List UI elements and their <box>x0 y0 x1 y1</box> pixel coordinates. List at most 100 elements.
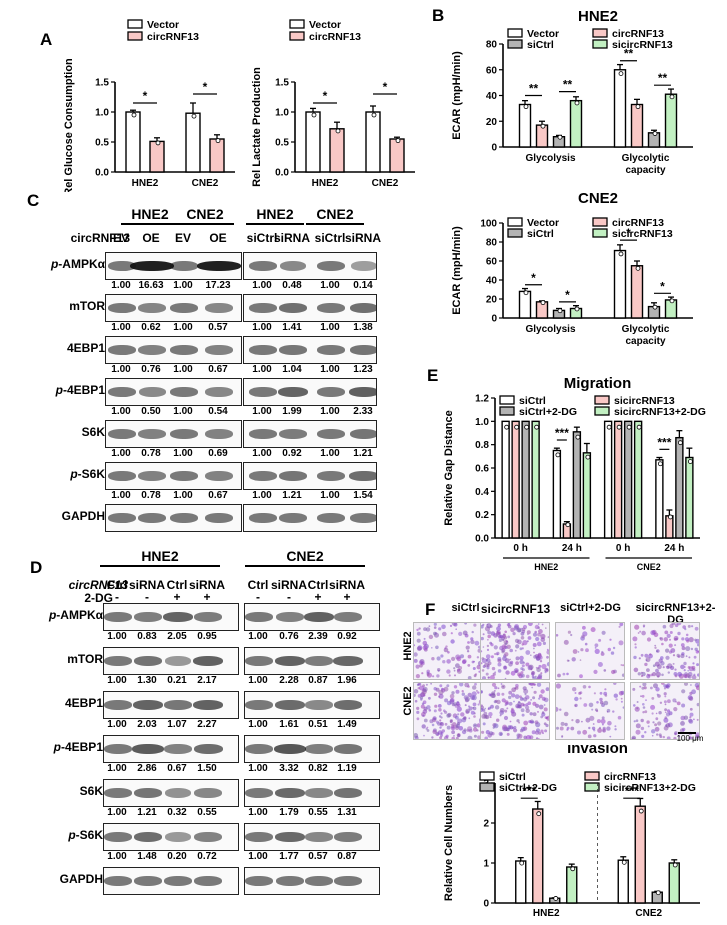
significance-marker: * <box>660 279 665 293</box>
quantification-value: 1.21 <box>137 807 157 818</box>
y-tick-label: 0 <box>483 899 489 910</box>
data-point <box>524 424 530 430</box>
legend-label: circRNF13 <box>612 28 664 40</box>
data-point <box>626 424 632 430</box>
data-point <box>131 112 137 118</box>
protein-band <box>205 345 233 355</box>
quantification-value: 1.00 <box>252 448 272 459</box>
quantification-value: 1.48 <box>137 851 157 862</box>
quantification-value: 2.27 <box>197 719 217 730</box>
legend-swatch <box>507 228 523 238</box>
legend-label: siCtrl <box>519 395 546 407</box>
lane-label: Ctrl <box>307 578 329 592</box>
lane-label: siCtrl <box>246 231 278 245</box>
protein-band <box>104 788 132 798</box>
y-tick-label: 40 <box>486 91 498 102</box>
legend-label: Vector <box>527 28 559 40</box>
y-tick-label: 20 <box>486 117 498 128</box>
lane-label: siRNA <box>188 578 225 592</box>
blot-image <box>243 336 377 364</box>
y-tick-label: 100 <box>480 219 497 230</box>
y-tick-label: 0.0 <box>275 168 289 179</box>
quantification-value: 1.00 <box>248 719 268 730</box>
data-point <box>395 138 401 144</box>
quantification-value: 1.00 <box>173 322 193 333</box>
scale-bar <box>678 732 696 734</box>
legend-swatch <box>584 782 600 792</box>
quantification-value: 2.03 <box>137 719 157 730</box>
protein-band <box>205 429 233 439</box>
protein-band <box>249 303 277 313</box>
quantification-value: 0.48 <box>282 280 302 291</box>
blot-image <box>243 294 377 322</box>
protein-band <box>334 612 362 622</box>
quantification-value: 16.63 <box>138 280 164 291</box>
bar <box>569 99 583 148</box>
protein-band <box>108 345 136 355</box>
micrograph-image <box>413 682 483 740</box>
data-point <box>191 113 197 119</box>
data-point <box>585 454 591 460</box>
quantification-value: 17.23 <box>205 280 231 291</box>
category-label: 0 h <box>513 543 527 554</box>
quantification-value: 1.00 <box>320 364 340 375</box>
treatment-label: 2-DG <box>84 591 113 605</box>
protein-band <box>170 345 198 355</box>
micrograph-texture <box>632 623 699 679</box>
protein-label: mTOR <box>69 299 105 313</box>
lane-label: siRNA <box>344 231 381 245</box>
protein-label: S6K <box>79 784 103 798</box>
protein-band <box>350 261 376 271</box>
data-point <box>155 140 161 146</box>
protein-band <box>194 788 222 798</box>
data-point <box>570 866 576 872</box>
protein-band <box>317 261 345 271</box>
quantification-value: 1.49 <box>337 719 357 730</box>
quantification-value: 1.00 <box>111 406 131 417</box>
category-label: 24 h <box>664 543 684 554</box>
bar <box>329 128 345 173</box>
quantification-value: 0.55 <box>197 807 217 818</box>
bar <box>630 103 644 148</box>
y-tick-label: 1.0 <box>95 108 109 119</box>
significance-marker: ** <box>658 71 668 85</box>
data-point <box>669 94 675 100</box>
legend-label: sicircRNF13+2-DG <box>614 406 706 418</box>
quantification-value: 1.38 <box>353 322 373 333</box>
y-tick-label: 1 <box>483 859 489 870</box>
group-underline <box>121 223 179 225</box>
protein-label: mTOR <box>67 652 103 666</box>
protein-band <box>305 788 333 798</box>
y-tick-label: 0 <box>491 314 497 325</box>
quantification-value: 3.32 <box>279 763 299 774</box>
bar <box>630 265 644 319</box>
y-tick-label: 1.2 <box>475 394 489 405</box>
group-header: CNE2 <box>286 548 324 564</box>
category-label-cont: capacity <box>625 165 665 176</box>
protein-band <box>249 261 277 271</box>
quantification-value: 2.17 <box>197 675 217 686</box>
protein-band <box>132 700 164 710</box>
y-tick-label: 20 <box>486 295 498 306</box>
protein-band <box>205 471 233 481</box>
quantification-value: 1.00 <box>320 406 340 417</box>
legend-swatch <box>592 28 608 38</box>
protein-band <box>303 612 335 622</box>
quantification-value: 0.67 <box>208 490 228 501</box>
quantification-value: 1.00 <box>111 364 131 375</box>
quantification-value: 1.00 <box>252 490 272 501</box>
category-label-cont: capacity <box>625 336 665 347</box>
data-point <box>371 112 377 118</box>
protein-band <box>249 471 277 481</box>
protein-band <box>249 387 277 397</box>
quantification-value: 1.00 <box>320 280 340 291</box>
legend-swatch <box>507 39 523 49</box>
micrograph-image <box>555 682 625 740</box>
protein-label: GAPDH <box>59 872 103 886</box>
blot-image <box>105 504 242 532</box>
quantification-value: 1.00 <box>111 280 131 291</box>
blot-image <box>243 252 377 280</box>
bar <box>655 459 664 539</box>
y-tick-label: 0.5 <box>95 138 109 149</box>
protein-band <box>278 303 308 313</box>
